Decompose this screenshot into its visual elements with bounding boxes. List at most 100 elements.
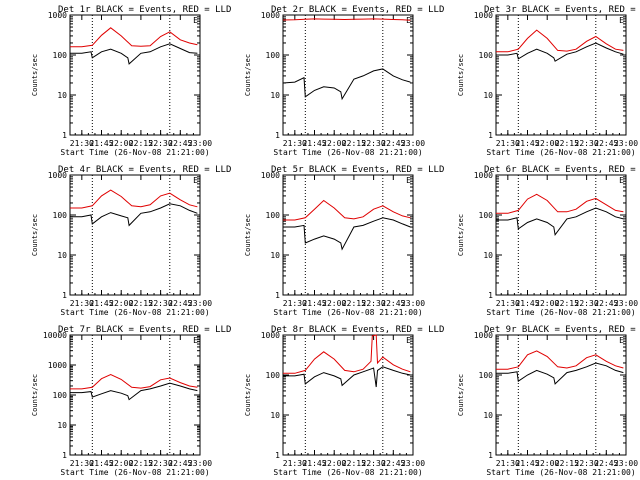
events-curve [496,362,624,385]
y-axis-label: Counts/sec [457,54,465,96]
y-tick-label: 10 [483,251,493,260]
x-tick-label: 21:45 [89,459,113,468]
y-tick-label: 100 [53,391,68,400]
x-axis-label: Start Time (26-Nov-08 21:21:00) [60,148,209,157]
y-tick-label: 10 [57,91,67,100]
events-curve [70,382,198,401]
x-tick-label: 22:15 [555,299,579,308]
y-tick-label: 10 [270,91,280,100]
y-tick-label: 1 [62,131,67,140]
x-tick-label: 22:30 [362,139,386,148]
y-tick-label: 1 [275,451,280,460]
y-tick-label: 10 [483,411,493,420]
panel-title: Det 8r BLACK = Events, RED = LLD [271,325,444,335]
x-tick-label: 21:30 [70,459,94,468]
x-tick-label: 22:30 [575,459,599,468]
x-tick-label: 22:45 [381,299,405,308]
x-tick-label: 21:30 [70,139,94,148]
x-tick-label: 23:00 [614,299,638,308]
x-tick-label: 21:45 [515,299,539,308]
plot-frame [495,174,627,296]
y-tick-label: 1000 [261,11,280,20]
y-tick-label: 1 [62,451,67,460]
x-tick-label: 22:45 [381,139,405,148]
x-tick-label: 22:00 [322,459,346,468]
x-axis-label: Start Time (26-Nov-08 21:21:00) [486,308,635,317]
x-tick-label: 21:45 [89,299,113,308]
y-tick-label: 1000 [474,11,493,20]
corner-mark: E [619,16,624,25]
x-tick-label: 23:00 [188,139,212,148]
y-tick-label: 100 [53,211,68,220]
x-tick-label: 21:45 [515,459,539,468]
x-tick-label: 22:15 [129,459,153,468]
y-tick-label: 10 [270,411,280,420]
events-curve [496,42,624,62]
panel-title: Det 9r BLACK = Events, RED = LLD [484,325,640,335]
events-curve [496,207,624,237]
x-tick-label: 21:45 [89,139,113,148]
y-tick-label: 1000 [261,331,280,340]
x-tick-label: 22:15 [129,139,153,148]
plot-frame [495,14,627,136]
x-tick-label: 21:45 [302,139,326,148]
y-tick-label: 1 [488,131,493,140]
y-tick-label: 10 [270,251,280,260]
y-tick-label: 1 [488,451,493,460]
y-tick-label: 100 [53,51,68,60]
y-tick-label: 100 [266,51,281,60]
y-tick-label: 1 [488,291,493,300]
y-tick-label: 100 [479,51,494,60]
x-tick-label: 23:00 [401,459,425,468]
x-tick-label: 23:00 [401,139,425,148]
x-tick-label: 22:45 [594,299,618,308]
x-tick-label: 22:30 [149,459,173,468]
x-tick-label: 22:00 [535,459,559,468]
x-tick-label: 23:00 [188,299,212,308]
x-tick-label: 23:00 [401,299,425,308]
lld-curve [70,374,198,390]
panel-title: Det 5r BLACK = Events, RED = LLD [271,165,444,175]
x-tick-label: 21:30 [283,299,307,308]
plot-frame [282,174,414,296]
y-tick-label: 1000 [48,11,67,20]
lld-curve [70,27,198,48]
x-tick-label: 22:15 [342,139,366,148]
x-tick-label: 21:45 [302,299,326,308]
x-axis-label: Start Time (26-Nov-08 21:21:00) [273,308,422,317]
x-tick-label: 22:00 [109,139,133,148]
corner-mark: E [193,16,198,25]
x-axis-label: Start Time (26-Nov-08 21:21:00) [273,468,422,477]
events-curve [282,68,411,101]
x-tick-label: 22:00 [109,459,133,468]
y-axis-label: Counts/sec [244,54,252,96]
x-tick-label: 22:30 [575,139,599,148]
plot-frame [495,334,627,456]
x-tick-label: 22:00 [535,299,559,308]
y-tick-label: 1000 [474,171,493,180]
x-tick-label: 22:45 [168,459,192,468]
x-tick-label: 21:30 [283,139,307,148]
x-tick-label: 22:15 [129,299,153,308]
x-tick-label: 23:00 [614,459,638,468]
x-tick-label: 22:00 [322,139,346,148]
y-tick-label: 1 [275,131,280,140]
x-tick-label: 22:15 [342,299,366,308]
lld-curve [496,29,624,53]
y-tick-label: 1000 [261,171,280,180]
y-axis-label: Counts/sec [31,374,39,416]
x-tick-label: 21:45 [515,139,539,148]
x-tick-label: 22:00 [535,139,559,148]
x-tick-label: 22:00 [322,299,346,308]
x-tick-label: 22:30 [149,299,173,308]
lld-curve [70,189,198,209]
x-tick-label: 22:30 [575,299,599,308]
plot-frame [282,334,414,456]
panel-title: Det 6r BLACK = Events, RED = LLD [484,165,640,175]
x-tick-label: 21:30 [283,459,307,468]
x-tick-label: 21:30 [496,139,520,148]
